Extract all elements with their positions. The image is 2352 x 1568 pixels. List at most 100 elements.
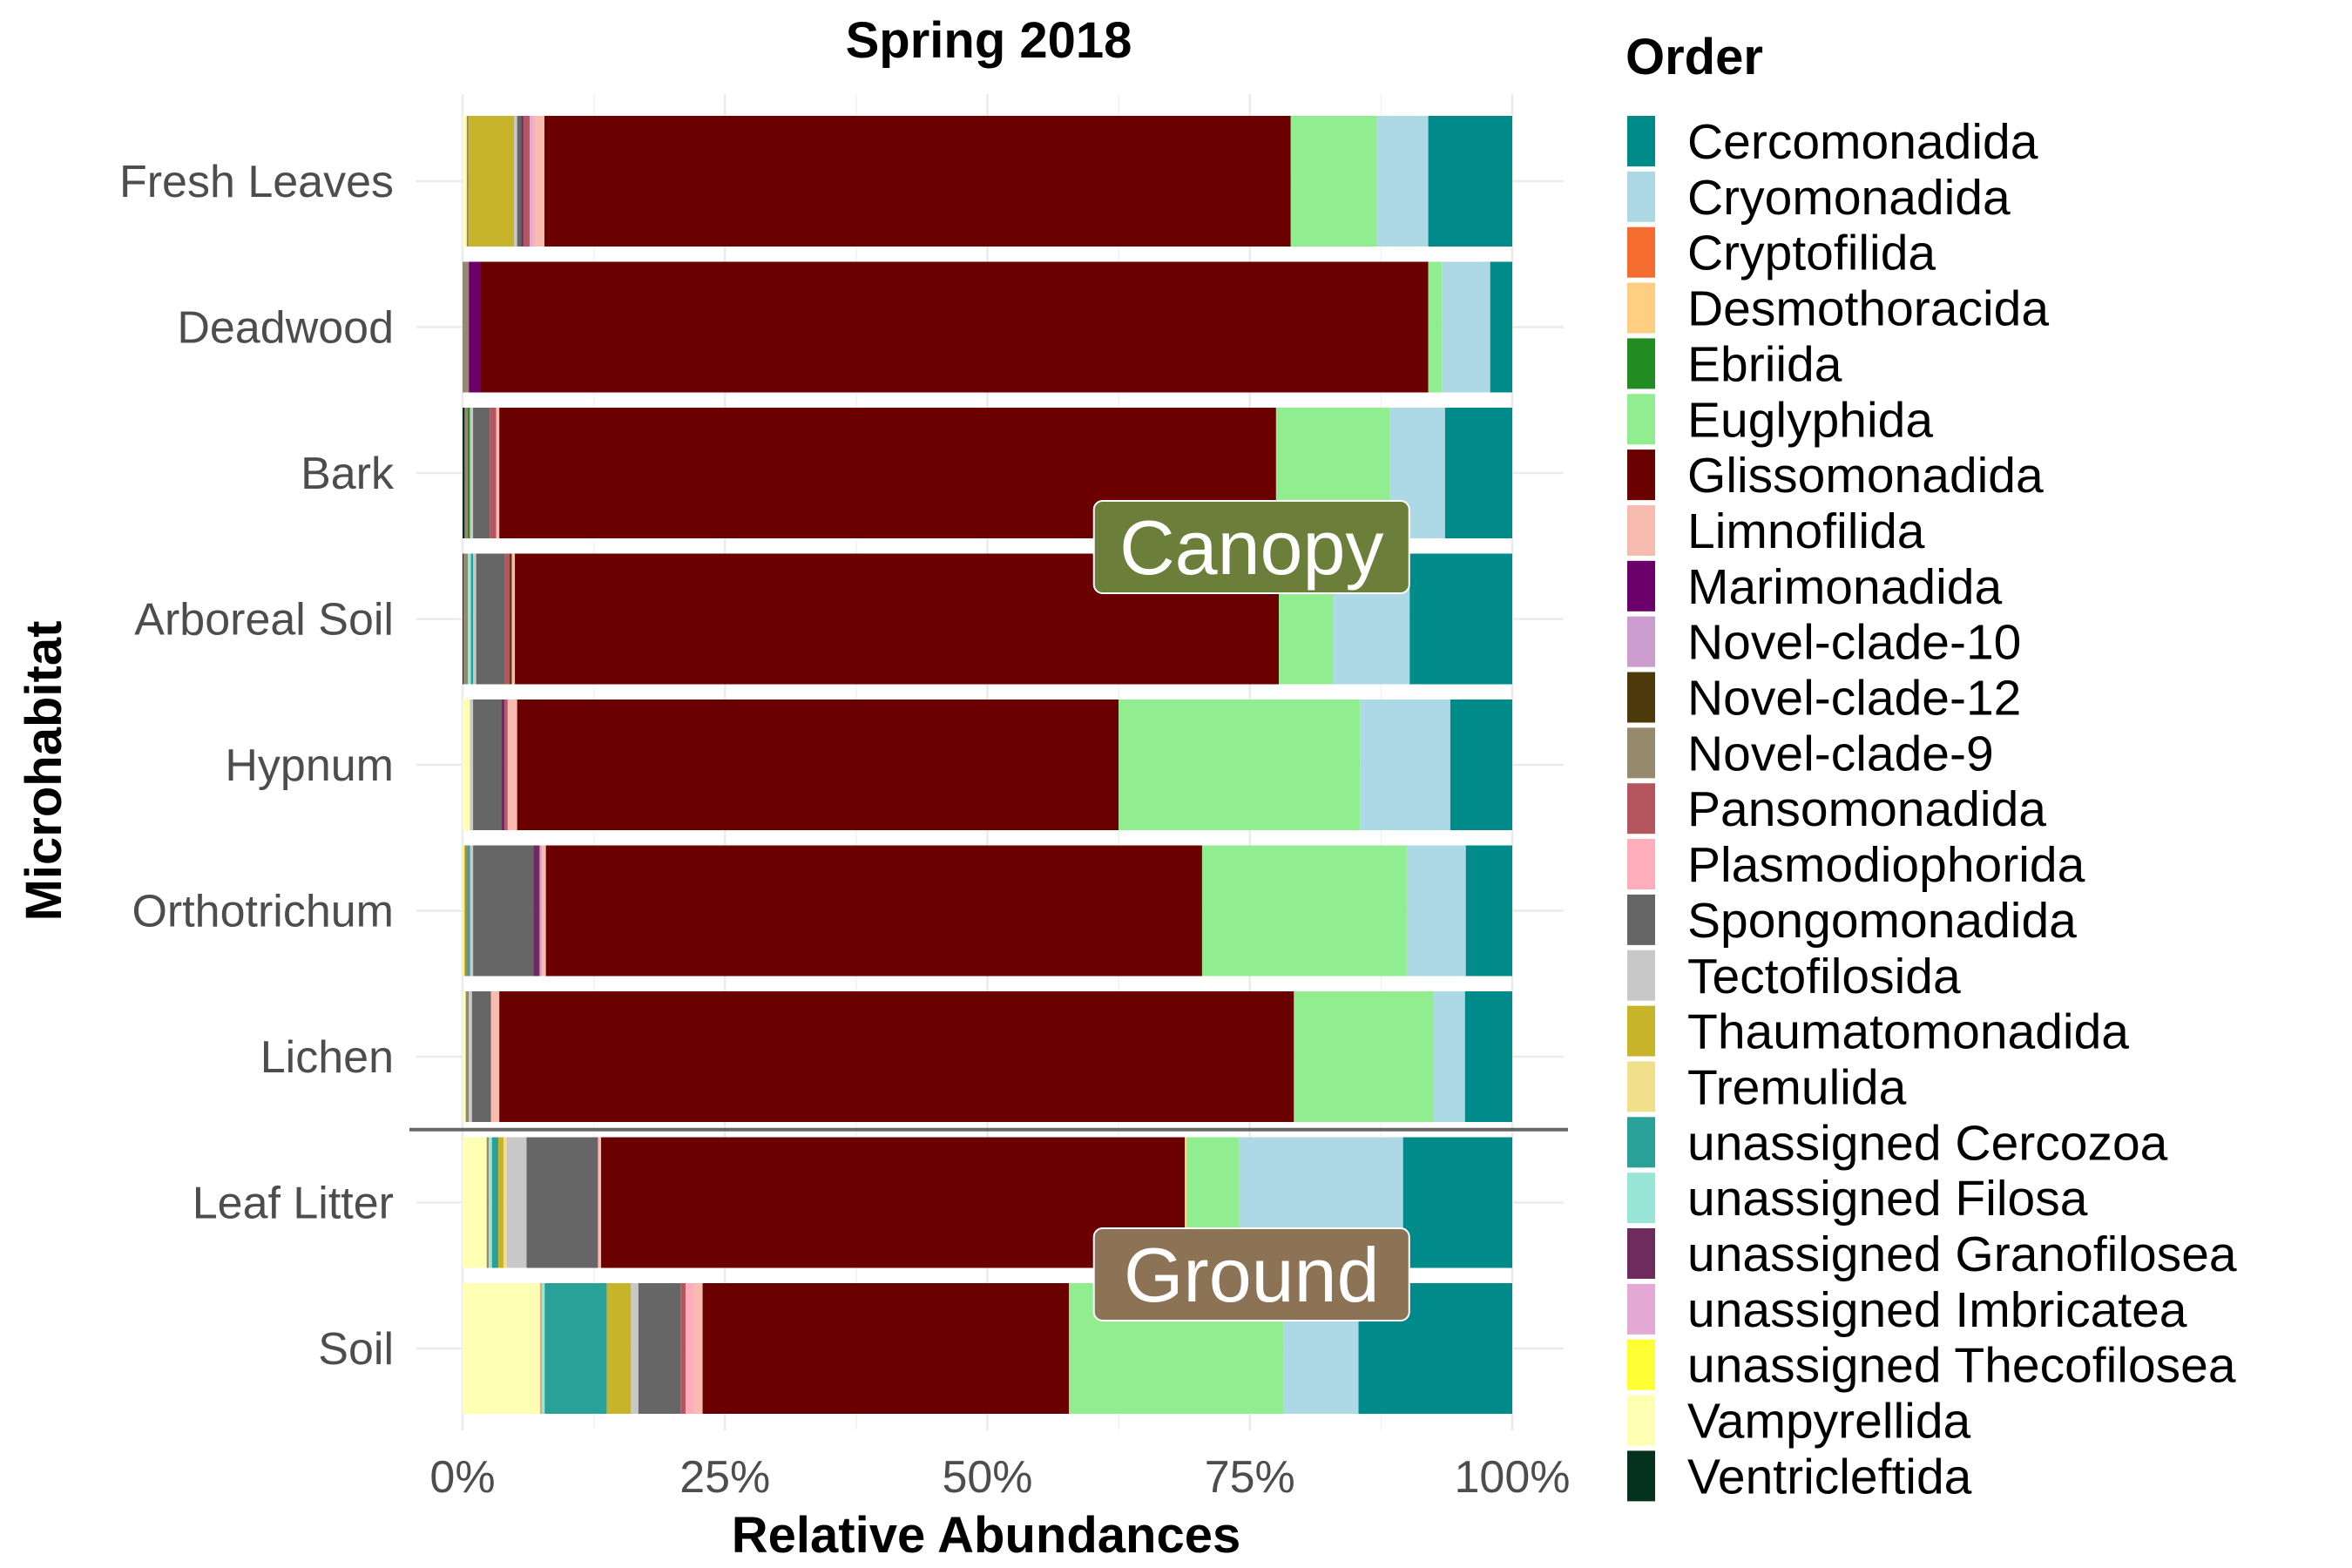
legend-item-tremulida: Tremulida <box>1627 1059 1907 1115</box>
bar-segment-limnofilida: Limnofilida <box>598 1138 601 1268</box>
bar-segment-unassigned-imbricatea: unassigned Imbricatea <box>530 116 533 247</box>
bars: Vampyrellida Novel-clade-9 Thaumatomonadid… <box>463 116 1512 1414</box>
legend-item-pansomonadida: Pansomonadida <box>1627 781 2046 837</box>
legend-label: Novel-clade-9 <box>1687 726 1994 781</box>
bar-segment-pansomonadida: Pansomonadida <box>490 408 496 538</box>
y-tick-label: Bark <box>301 449 395 499</box>
legend-item-glissomonadida: Glissomonadida <box>1627 448 2044 504</box>
bar-segment-novel-clade-9: Novel-clade-9 <box>464 408 468 538</box>
legend-swatch <box>1627 727 1655 778</box>
legend-title: Order <box>1625 29 1763 85</box>
legend-item-cryptofilida: Cryptofilida <box>1627 226 1936 281</box>
legend-swatch <box>1627 672 1655 723</box>
bar-segment-unassigned-filosa: unassigned Filosa <box>489 1138 492 1268</box>
bar-segment-pansomonadida: Pansomonadida <box>504 554 510 685</box>
legend-label: Cercomonadida <box>1687 114 2038 170</box>
bar-segment-cercomonadida: Cercomonadida <box>1409 554 1512 685</box>
legend-item-vampyrellida: Vampyrellida <box>1627 1394 1971 1450</box>
bar-segment-spongomonadida: Spongomonadida <box>517 116 522 247</box>
y-axis-title: Microhabitat <box>16 621 72 922</box>
legend-swatch <box>1627 783 1655 834</box>
legend-label: unassigned Imbricatea <box>1687 1282 2187 1338</box>
bar-segment-euglyphida: Euglyphida <box>1294 991 1433 1122</box>
legend-label: Vampyrellida <box>1687 1394 1971 1450</box>
bar-segment-unassigned-granofilosea: unassigned Granofilosea <box>502 700 505 830</box>
legend-swatch <box>1627 116 1655 166</box>
bar-segment-euglyphida: Euglyphida <box>1429 262 1443 393</box>
bar-segment-cercomonadida: Cercomonadida <box>1465 991 1512 1122</box>
bar-segment-vampyrellida: Vampyrellida <box>463 1283 540 1414</box>
legend-label: Euglyphida <box>1687 392 1933 448</box>
bar-segment-novel-clade-10: Novel-clade-10 <box>539 846 541 977</box>
bar-fresh-leaves: VampyrellidaNovel-clade-9Thaumatomonadid… <box>463 116 1512 247</box>
bar-segment-thaumatomonadida: Thaumatomonadida <box>498 1138 504 1268</box>
legend-label: unassigned Granofilosea <box>1687 1227 2237 1282</box>
annotation-label: Canopy <box>1119 504 1383 591</box>
legend-item-novel-clade-9: Novel-clade-9 <box>1627 726 1994 781</box>
legend-item-novel-clade-12: Novel-clade-12 <box>1627 671 2021 727</box>
bar-segment-ventricleftida: Ventricleftida <box>463 408 464 538</box>
legend-swatch <box>1627 1340 1655 1390</box>
bar-segment-plasmodiophorida: Plasmodiophorida <box>686 1283 694 1414</box>
bar-segment-cercomonadida: Cercomonadida <box>1445 408 1512 538</box>
bar-segment-limnofilida: Limnofilida <box>508 700 517 830</box>
legend-label: Desmothoracida <box>1687 281 2049 337</box>
legend-label: Ebriida <box>1687 336 1842 392</box>
bar-segment-unassigned-filosa: unassigned Filosa <box>468 554 471 685</box>
bar-segment-unassigned-thecofilosea: unassigned Thecofilosea <box>463 846 464 977</box>
legend-swatch <box>1627 449 1655 500</box>
bar-segment-tectofilosida: Tectofilosida <box>469 991 472 1122</box>
legend-item-desmothoracida: Desmothoracida <box>1627 281 2049 337</box>
bar-segment-cryomonadida: Cryomonadida <box>1434 991 1465 1122</box>
legend-swatch <box>1627 561 1655 612</box>
legend-swatch <box>1627 338 1655 389</box>
legend-label: Cryomonadida <box>1687 170 2011 226</box>
bar-segment-novel-clade-9: Novel-clade-9 <box>487 1138 489 1268</box>
bar-segment-novel-clade-9: Novel-clade-9 <box>464 846 468 977</box>
legend-label: Marimonadida <box>1687 559 2002 615</box>
legend-swatch <box>1627 172 1655 222</box>
bar-segment-limnofilida: Limnofilida <box>511 554 515 685</box>
bar-segment-novel-clade-9: Novel-clade-9 <box>466 991 470 1122</box>
bar-segment-cryptofilida: Cryptofilida <box>540 1283 541 1414</box>
y-tick-label: Lichen <box>260 1032 394 1083</box>
bar-segment-tectofilosida: Tectofilosida <box>514 116 517 247</box>
chart-title: Spring 2018 <box>846 12 1132 69</box>
legend-label: Novel-clade-10 <box>1687 615 2021 671</box>
legend-label: unassigned Filosa <box>1687 1171 2088 1227</box>
bar-segment-ebriida: Ebriida <box>468 408 470 538</box>
y-tick-label: Arboreal Soil <box>134 595 394 645</box>
bar-segment-spongomonadida: Spongomonadida <box>473 846 533 977</box>
legend-swatch <box>1627 1061 1655 1112</box>
legend-swatch <box>1627 505 1655 556</box>
bar-segment-unassigned-cercozoa: unassigned Cercozoa <box>492 1138 498 1268</box>
bar-segment-spongomonadida: Spongomonadida <box>473 700 502 830</box>
legend-swatch <box>1627 1284 1655 1335</box>
bar-segment-glissomonadida: Glissomonadida <box>517 700 1119 830</box>
x-tick-label: 25% <box>679 1452 770 1503</box>
y-tick-label: Leaf Litter <box>193 1179 394 1229</box>
legend-label: Thaumatomonadida <box>1687 1004 2129 1060</box>
x-tick-label: 100% <box>1455 1452 1571 1503</box>
legend-swatch <box>1627 1228 1655 1279</box>
legend-item-unassigned-thecofilosea: unassigned Thecofilosea <box>1627 1338 2236 1394</box>
legend-item-thaumatomonadida: Thaumatomonadida <box>1627 1004 2129 1060</box>
x-tick-label: 50% <box>942 1452 1032 1503</box>
bar-segment-marimonadida: Marimonadida <box>469 262 480 393</box>
legend-swatch <box>1627 950 1655 1001</box>
annotation-label: Ground <box>1124 1232 1380 1318</box>
bar-segment-cryomonadida: Cryomonadida <box>1377 116 1429 247</box>
legend: Order CercomonadidaCryomonadidaCryptofil… <box>1625 29 2237 1504</box>
legend-item-tectofilosida: Tectofilosida <box>1627 949 1961 1004</box>
bar-hypnum: VampyrellidaTectofilosidaSpongomonadidau… <box>463 700 1512 830</box>
legend-label: Tremulida <box>1687 1059 1907 1115</box>
y-tick-label: Soil <box>318 1324 394 1375</box>
y-tick-labels: Fresh LeavesDeadwoodBarkArboreal SoilHyp… <box>119 157 395 1375</box>
legend-item-unassigned-filosa: unassigned Filosa <box>1627 1171 2088 1227</box>
bar-segment-plasmodiophorida: Plasmodiophorida <box>533 116 535 247</box>
legend-swatch <box>1627 1117 1655 1167</box>
bar-segment-limnofilida: Limnofilida <box>491 991 500 1122</box>
bar-segment-tectofilosida: Tectofilosida <box>631 1283 638 1414</box>
legend-item-marimonadida: Marimonadida <box>1627 559 2002 615</box>
